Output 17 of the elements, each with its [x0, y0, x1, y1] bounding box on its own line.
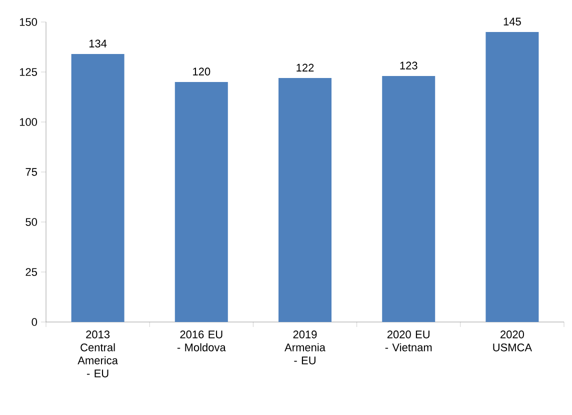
x-tick-label: 2016 EU - Moldova — [177, 330, 226, 352]
y-tick-label: 75 — [26, 168, 37, 176]
x-tick-label: 2020 USMCA — [493, 330, 532, 352]
data-label: 123 — [400, 62, 418, 70]
x-tick-label: 2013 Central America - EU — [78, 330, 118, 378]
y-tick-label: 100 — [20, 118, 38, 126]
data-label: 122 — [296, 64, 314, 72]
y-tick-label: 50 — [26, 218, 38, 226]
y-tick-label: 125 — [20, 68, 37, 76]
data-label: 145 — [504, 18, 521, 26]
y-tick-label: 150 — [20, 18, 38, 26]
y-tick-label: 0 — [32, 318, 38, 326]
x-tick-label: 2020 EU - Vietnam — [385, 330, 432, 352]
data-label: 120 — [193, 68, 210, 76]
data-label: 134 — [89, 40, 107, 48]
x-tick-label: 2019 Armenia - EU — [284, 330, 326, 364]
y-tick-label: 25 — [26, 268, 37, 276]
